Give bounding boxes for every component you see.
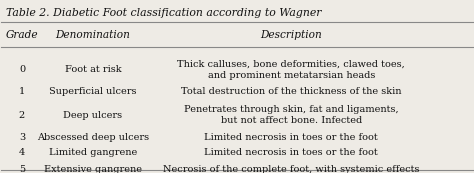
Text: Limited gangrene: Limited gangrene [49, 148, 137, 157]
Text: Description: Description [261, 30, 322, 39]
Text: Penetrates through skin, fat and ligaments,
but not affect bone. Infected: Penetrates through skin, fat and ligamen… [184, 105, 399, 125]
Text: Foot at risk: Foot at risk [64, 65, 121, 74]
Text: Thick calluses, bone deformities, clawed toes,
and prominent metatarsian heads: Thick calluses, bone deformities, clawed… [177, 60, 405, 80]
Text: Limited necrosis in toes or the foot: Limited necrosis in toes or the foot [204, 133, 378, 142]
Text: 3: 3 [19, 133, 25, 142]
Text: Limited necrosis in toes or the foot: Limited necrosis in toes or the foot [204, 148, 378, 157]
Text: 1: 1 [19, 87, 25, 96]
Text: 2: 2 [19, 111, 25, 120]
Text: Deep ulcers: Deep ulcers [64, 111, 122, 120]
Text: 0: 0 [19, 65, 25, 74]
Text: Abscessed deep ulcers: Abscessed deep ulcers [37, 133, 149, 142]
Text: Table 2. Diabetic Foot classification according to Wagner: Table 2. Diabetic Foot classification ac… [6, 8, 322, 18]
Text: 4: 4 [19, 148, 25, 157]
Text: Denomination: Denomination [55, 30, 130, 39]
Text: Grade: Grade [6, 30, 38, 39]
Text: Total destruction of the thickness of the skin: Total destruction of the thickness of th… [181, 87, 401, 96]
Text: Superficial ulcers: Superficial ulcers [49, 87, 137, 96]
Text: Extensive gangrene: Extensive gangrene [44, 165, 142, 173]
Text: 5: 5 [19, 165, 25, 173]
Text: Necrosis of the complete foot, with systemic effects: Necrosis of the complete foot, with syst… [163, 165, 419, 173]
